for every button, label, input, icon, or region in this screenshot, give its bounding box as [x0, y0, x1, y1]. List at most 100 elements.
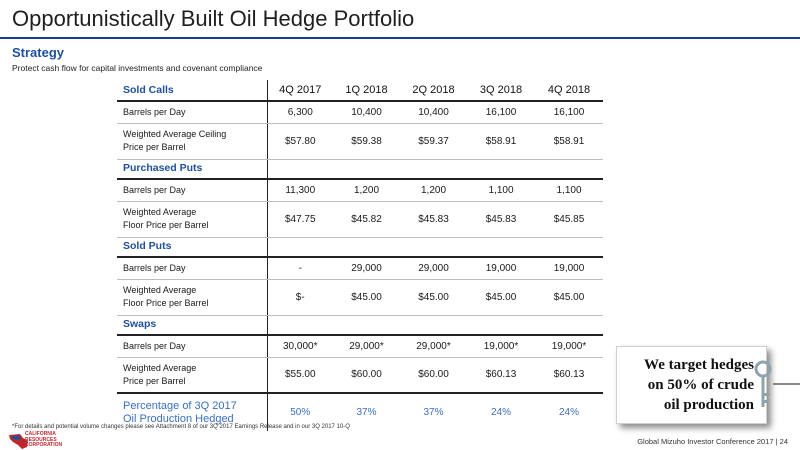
- row-label-line: Percentage of 3Q 2017: [123, 399, 237, 412]
- row-label: Weighted Average Ceiling Price per Barre…: [117, 123, 268, 160]
- page-title: Opportunistically Built Oil Hedge Portfo…: [12, 6, 415, 31]
- row-label: Barrels per Day: [117, 335, 268, 358]
- table-cell: $60.13: [535, 357, 603, 394]
- footnote: *For details and potential volume change…: [12, 424, 350, 430]
- table-cell: $45.00: [333, 279, 400, 316]
- table-cell: $59.38: [333, 123, 400, 160]
- table-cell: $45.82: [333, 201, 400, 238]
- row-label: Weighted Average Floor Price per Barrel: [117, 279, 268, 316]
- table-cell: $58.91: [467, 123, 535, 160]
- table-cell: 1,100: [467, 179, 535, 202]
- section-row: Purchased Puts: [117, 159, 603, 180]
- table-cell: -: [267, 257, 333, 280]
- section-label-sold-calls: Sold Calls: [117, 80, 268, 102]
- table-row: Barrels per Day 6,300 10,400 10,400 16,1…: [117, 101, 603, 124]
- callout-line: We target hedges: [644, 357, 754, 373]
- table-row: Weighted Average Price per Barrel $55.00…: [117, 357, 603, 394]
- row-label: Weighted Average Floor Price per Barrel: [117, 201, 268, 238]
- table-cell: 30,000*: [267, 335, 333, 358]
- section-label-sold-puts: Sold Puts: [117, 237, 268, 258]
- table-cell: 19,000*: [467, 335, 535, 358]
- table-cell: $57.80: [267, 123, 333, 160]
- divider: [773, 383, 800, 385]
- table-cell: 6,300: [267, 101, 333, 124]
- title-rule: [0, 37, 800, 39]
- table-cell: 24%: [467, 392, 535, 431]
- table-cell: 50%: [267, 392, 333, 431]
- table-cell: 29,000*: [400, 335, 467, 358]
- hedge-target-callout: We target hedges on 50% of crude oil pro…: [616, 346, 767, 424]
- row-label-line: Price per Barrel: [123, 375, 186, 386]
- logo-line: CORPORATION: [25, 442, 63, 448]
- table-cell: $47.75: [267, 201, 333, 238]
- section-label-purchased-puts: Purchased Puts: [117, 159, 268, 180]
- table-row: Barrels per Day 11,300 1,200 1,200 1,100…: [117, 179, 603, 202]
- table-cell: 10,400: [333, 101, 400, 124]
- table-cell: $58.91: [535, 123, 603, 160]
- table-cell: 37%: [333, 392, 400, 431]
- section-row: Sold Puts: [117, 237, 603, 258]
- table-row: Barrels per Day 30,000* 29,000* 29,000* …: [117, 335, 603, 358]
- table-cell: 1,100: [535, 179, 603, 202]
- table-cell: 1,200: [333, 179, 400, 202]
- column-header: 4Q 2018: [535, 80, 603, 102]
- row-label-line: Oil Production Hedged: [123, 412, 234, 425]
- callout-text: We target hedges on 50% of crude oil pro…: [644, 355, 754, 415]
- row-label-line: Floor Price per Barrel: [123, 298, 209, 308]
- table-cell: $-: [267, 279, 333, 316]
- row-label-line: Weighted Average Ceiling: [123, 129, 227, 139]
- table-cell: 10,400: [400, 101, 467, 124]
- logo-line: CALIFORNIA: [25, 431, 56, 437]
- table-cell: 29,000: [400, 257, 467, 280]
- logo-wordmark: CALIFORNIA RESOURCES CORPORATION: [25, 431, 63, 449]
- section-label-swaps: Swaps: [117, 315, 268, 336]
- table-cell: $45.85: [535, 201, 603, 238]
- section-row: Swaps: [117, 315, 603, 336]
- strategy-heading: Strategy: [12, 45, 65, 60]
- hedge-table: Sold Calls 4Q 2017 1Q 2018 2Q 2018 3Q 20…: [117, 80, 603, 431]
- table-cell: 19,000: [535, 257, 603, 280]
- table-cell: 16,100: [535, 101, 603, 124]
- table-row: Barrels per Day - 29,000 29,000 19,000 1…: [117, 257, 603, 280]
- table-row: Weighted Average Floor Price per Barrel …: [117, 279, 603, 316]
- row-label: Barrels per Day: [117, 101, 268, 124]
- california-resources-logo: [9, 434, 28, 449]
- percentage-hedged-row: Percentage of 3Q 2017 Oil Production Hed…: [117, 392, 603, 431]
- table-cell: 19,000*: [535, 335, 603, 358]
- row-label: Percentage of 3Q 2017 Oil Production Hed…: [117, 392, 268, 431]
- row-label-line: Weighted Average: [123, 362, 197, 373]
- table-cell: 19,000: [467, 257, 535, 280]
- column-header: 1Q 2018: [333, 80, 400, 102]
- table-cell: 1,200: [400, 179, 467, 202]
- footer-text: Global Mizuho Investor Conference 2017 |…: [637, 437, 788, 446]
- column-header: 3Q 2018: [467, 80, 535, 102]
- table-cell: $45.00: [467, 279, 535, 316]
- key-icon: [754, 360, 772, 407]
- row-label-line: Price per Barrel: [123, 142, 186, 152]
- table-cell: 24%: [535, 392, 603, 431]
- table-row: Weighted Average Ceiling Price per Barre…: [117, 123, 603, 160]
- table-cell: 29,000: [333, 257, 400, 280]
- table-cell: $60.13: [467, 357, 535, 394]
- table-cell: 16,100: [467, 101, 535, 124]
- callout-line: on 50% of crude: [647, 377, 754, 393]
- table-cell: 29,000*: [333, 335, 400, 358]
- row-label-line: Weighted Average: [123, 207, 197, 217]
- callout-line: oil production: [663, 397, 754, 413]
- row-label-line: Weighted Average: [123, 285, 197, 295]
- table-cell: $45.83: [467, 201, 535, 238]
- table-cell: 11,300: [267, 179, 333, 202]
- table-cell: $45.00: [400, 279, 467, 316]
- table-row: Weighted Average Floor Price per Barrel …: [117, 201, 603, 238]
- table-cell: $55.00: [267, 357, 333, 394]
- column-header: 2Q 2018: [400, 80, 467, 102]
- logo-line: RESOURCES: [25, 436, 57, 443]
- table-cell: $45.83: [400, 201, 467, 238]
- row-label: Barrels per Day: [117, 179, 268, 202]
- strategy-subtitle: Protect cash flow for capital investment…: [12, 63, 263, 73]
- column-header: 4Q 2017: [267, 80, 333, 102]
- table-header-row: Sold Calls 4Q 2017 1Q 2018 2Q 2018 3Q 20…: [117, 80, 603, 102]
- table-cell: 37%: [400, 392, 467, 431]
- table-cell: $60.00: [400, 357, 467, 394]
- row-label: Weighted Average Price per Barrel: [117, 357, 268, 394]
